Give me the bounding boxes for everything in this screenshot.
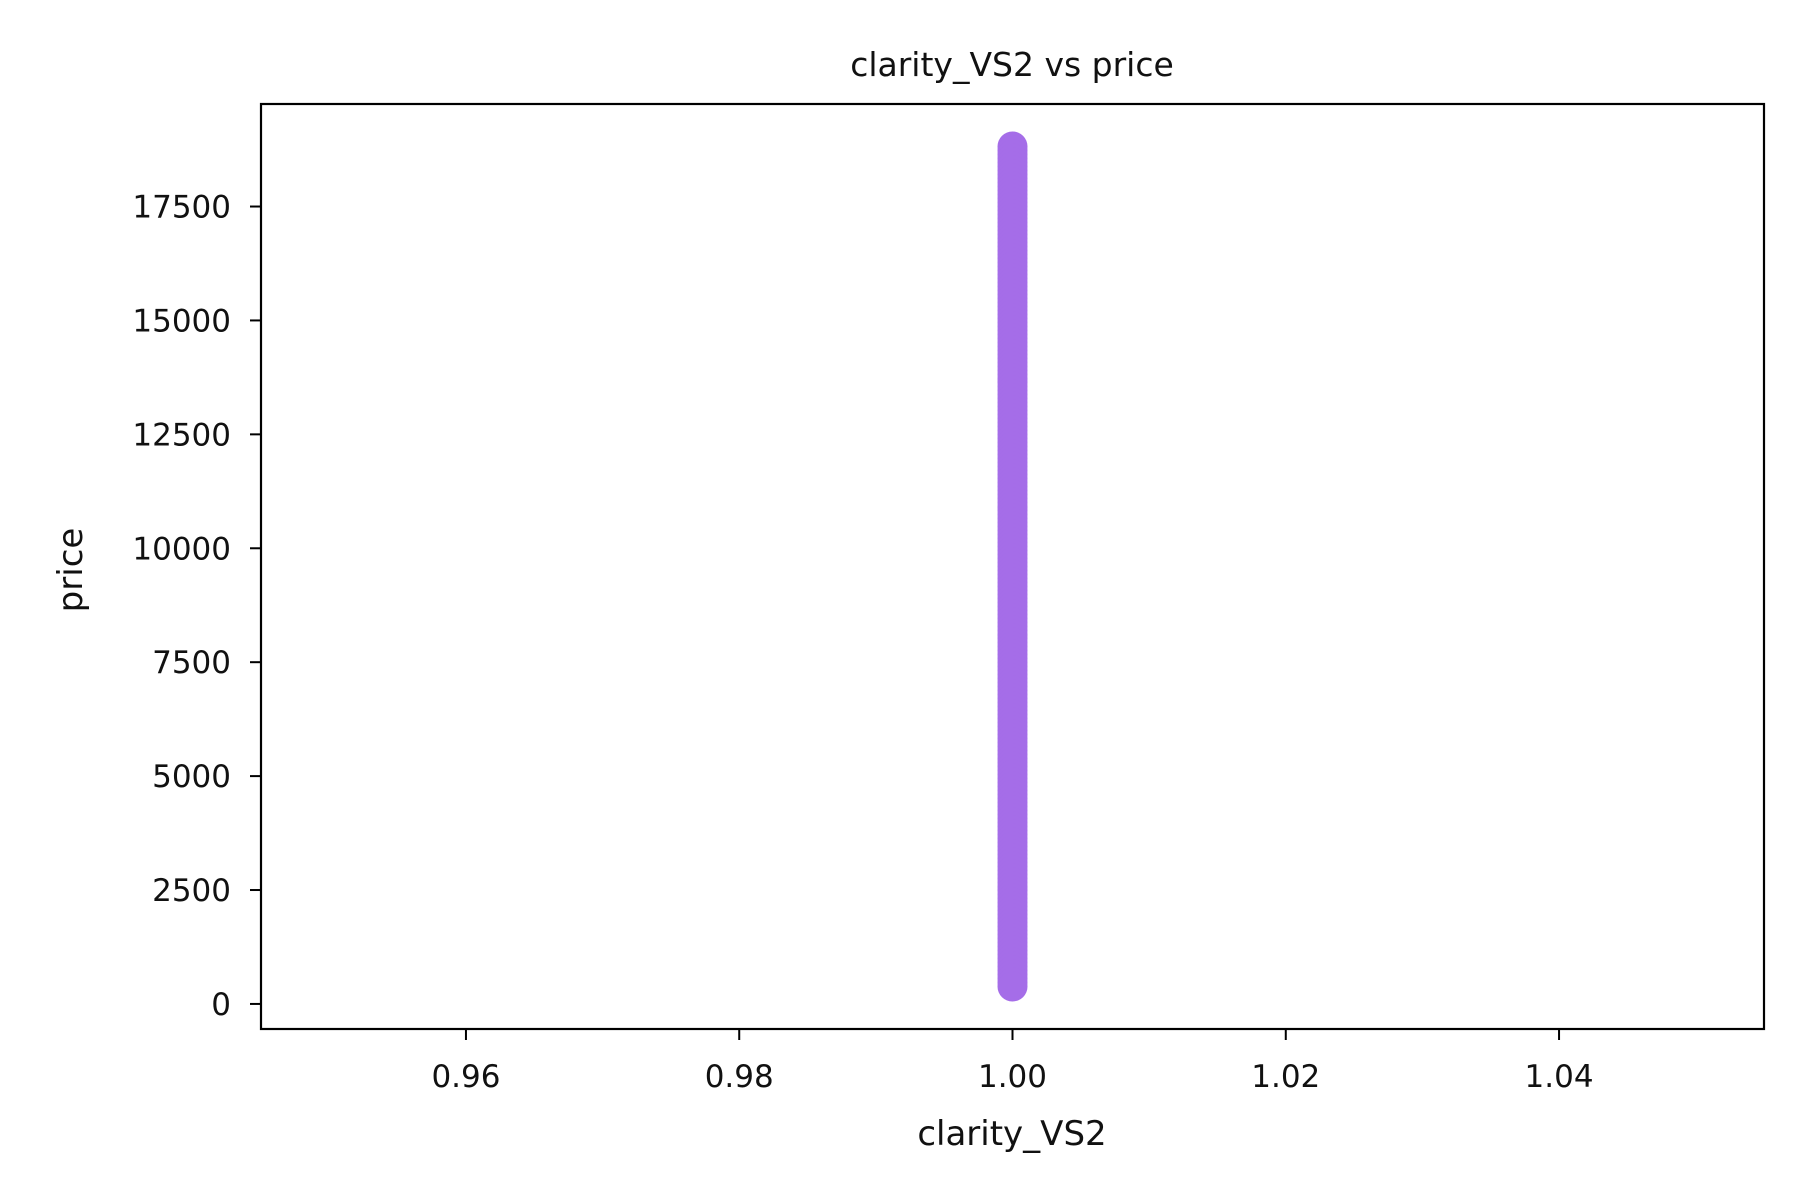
x-axis-label: clarity_VS2	[917, 1114, 1106, 1154]
scatter-points	[997, 131, 1028, 1002]
y-tick-label: 5000	[152, 759, 231, 795]
y-tick-label: 15000	[132, 303, 231, 339]
x-axis-ticks: 0.96 0.98 1.00 1.02 1.04	[431, 1029, 1594, 1095]
y-axis-label: price	[51, 528, 91, 613]
x-tick-label: 0.96	[431, 1059, 500, 1095]
y-tick-label: 12500	[132, 417, 231, 453]
x-tick-label: 1.04	[1525, 1059, 1594, 1095]
y-tick-label: 17500	[132, 190, 231, 226]
scatter-point	[997, 971, 1028, 1002]
y-tick-label: 0	[211, 987, 231, 1023]
y-tick-label: 10000	[132, 531, 231, 567]
y-tick-label: 7500	[152, 645, 231, 681]
x-tick-label: 1.02	[1251, 1059, 1320, 1095]
x-tick-label: 1.00	[978, 1059, 1047, 1095]
y-tick-label: 2500	[152, 873, 231, 909]
x-tick-label: 0.98	[705, 1059, 774, 1095]
y-axis-ticks: 0 2500 5000 7500 10000 12500 15000 17500	[132, 190, 261, 1023]
chart-title: clarity_VS2 vs price	[850, 45, 1174, 84]
